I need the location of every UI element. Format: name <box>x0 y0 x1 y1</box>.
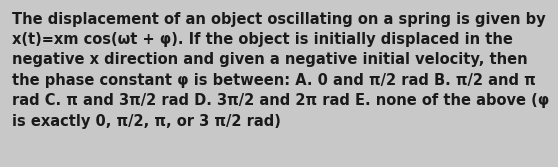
Text: The displacement of an object oscillating on a spring is given by
x(t)=xm cos(ωt: The displacement of an object oscillatin… <box>12 12 550 129</box>
